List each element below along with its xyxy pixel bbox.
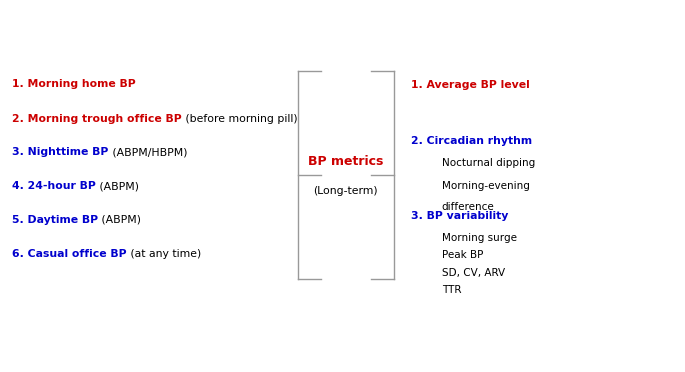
Text: 6. Casual office BP: 6. Casual office BP <box>12 249 127 259</box>
Text: 5. Daytime BP: 5. Daytime BP <box>12 215 99 225</box>
Text: Morning and nighttime home BP are the best clinical metrics to assess the BP-low: Morning and nighttime home BP are the be… <box>53 300 632 310</box>
Text: 3. BP variability: 3. BP variability <box>411 211 508 221</box>
Text: ABPM, ambulatory BP monitoring; ARV, average real variability; BP, blood pressur: ABPM, ambulatory BP monitoring; ARV, ave… <box>5 362 638 368</box>
Text: (ABPM): (ABPM) <box>99 215 142 225</box>
Text: TTR: TTR <box>442 285 461 295</box>
Text: BP metrics: BP metrics <box>308 155 384 168</box>
Text: 1. Average BP level: 1. Average BP level <box>411 80 530 90</box>
Text: Peak BP: Peak BP <box>442 250 483 260</box>
Text: (Long-term): (Long-term) <box>314 186 378 196</box>
Text: 4. 24-hour BP: 4. 24-hour BP <box>12 182 96 192</box>
Text: What are the ideal metrics for assessing the quality of long-term stabilized “pe: What are the ideal metrics for assessing… <box>39 17 646 27</box>
Text: (at any time): (at any time) <box>127 249 201 259</box>
Text: 2. Morning and nighttime hypertension are antihypertensive medication blind spot: 2. Morning and nighttime hypertension ar… <box>85 342 600 352</box>
Text: 3. Nighttime BP: 3. Nighttime BP <box>12 147 109 157</box>
Text: Morning surge: Morning surge <box>442 233 516 243</box>
Text: 2. Morning trough office BP: 2. Morning trough office BP <box>12 114 182 124</box>
Text: 2. Circadian rhythm: 2. Circadian rhythm <box>411 135 532 145</box>
Text: 1. Morning home BP: 1. Morning home BP <box>12 79 136 89</box>
Text: Morning-evening: Morning-evening <box>442 182 530 192</box>
Text: Rationale:  1. Morning and nighttime BP are the best predictors of cardiovascula: Rationale: 1. Morning and nighttime BP a… <box>41 326 644 335</box>
Text: difference: difference <box>442 202 495 212</box>
Text: SD, CV, ARV: SD, CV, ARV <box>442 267 505 278</box>
Text: Nocturnal dipping: Nocturnal dipping <box>442 158 535 169</box>
Text: BP control: BP control <box>309 42 376 52</box>
Text: (before morning pill): (before morning pill) <box>182 114 298 124</box>
Text: (ABPM/HBPM): (ABPM/HBPM) <box>109 147 187 157</box>
Text: (ABPM): (ABPM) <box>96 182 139 192</box>
